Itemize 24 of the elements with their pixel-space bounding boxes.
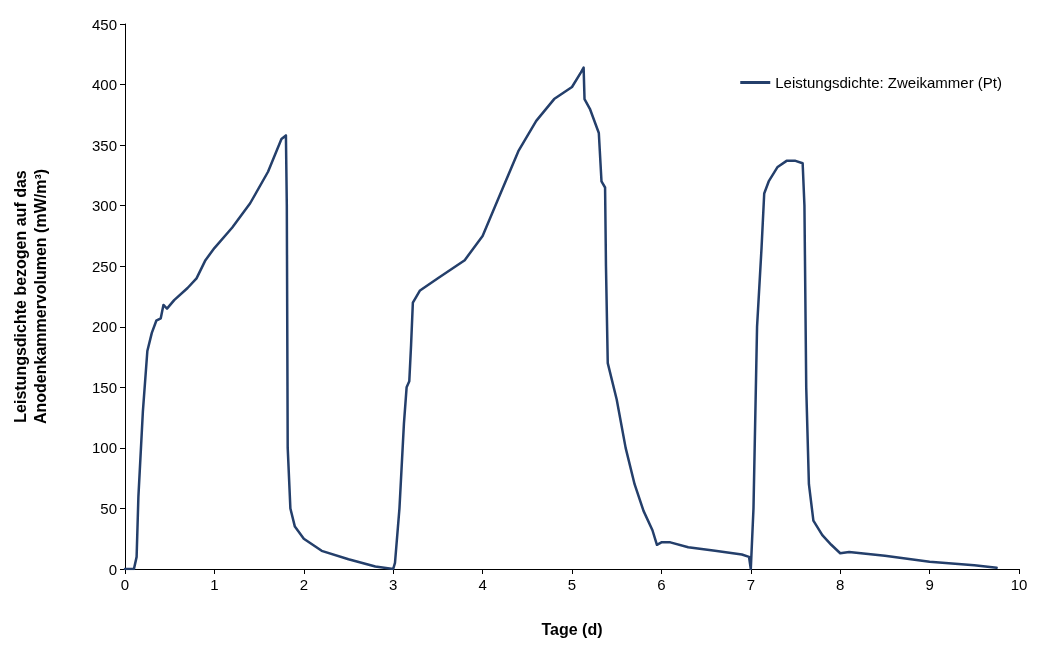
x-tick-label: 1 — [210, 576, 219, 593]
x-tick-label: 6 — [657, 576, 666, 593]
y-tick-label: 450 — [91, 15, 117, 33]
y-tick-label: 400 — [91, 76, 117, 94]
y-tick-label: 350 — [91, 136, 117, 154]
y-tick-label: 250 — [91, 257, 117, 275]
y-tick-label: 100 — [91, 439, 117, 457]
x-tick-label: 7 — [746, 576, 755, 593]
x-tick-label: 5 — [567, 576, 577, 593]
y-tick-label: 0 — [108, 560, 117, 578]
y-tick-label: 200 — [91, 318, 117, 336]
x-tick-label: 3 — [389, 576, 398, 593]
x-axis-title: Tage (d) — [541, 620, 603, 638]
x-tick-label: 10 — [1010, 576, 1028, 593]
y-axis-title: Leistungsdichte bezogen auf das Anodenkammervolumen (mW/m³) — [11, 168, 49, 425]
y-tick-label: 50 — [100, 499, 117, 517]
x-tick-label: 2 — [299, 576, 308, 593]
x-tick-label: 9 — [925, 576, 934, 593]
y-tick-label: 300 — [91, 197, 117, 215]
x-tick-label: 0 — [120, 576, 130, 593]
y-tick-label: 150 — [91, 378, 117, 396]
x-tick-label: 4 — [478, 576, 487, 593]
x-tick-label: 8 — [836, 576, 845, 593]
legend-label: Leistungsdichte: Zweikammer (Pt) — [775, 74, 1003, 91]
